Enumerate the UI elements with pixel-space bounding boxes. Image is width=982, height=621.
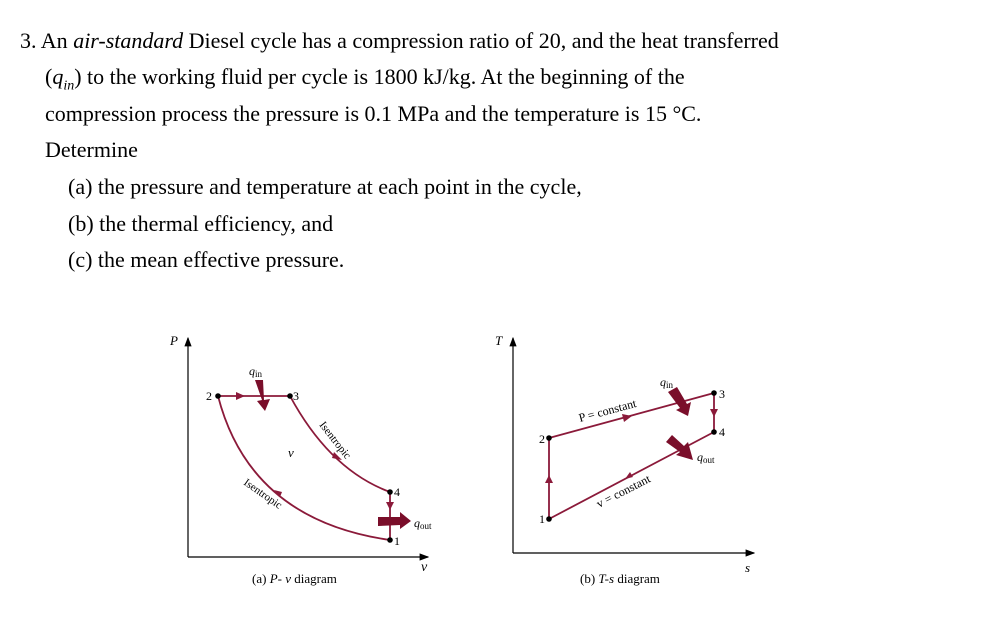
pv-point-1: [387, 537, 393, 543]
ts-y-label: T: [495, 333, 503, 348]
pv-x-label: v: [421, 560, 428, 575]
q-symbol: q: [52, 64, 64, 89]
pv-qin-label: qin: [249, 364, 263, 379]
problem-line-3: compression process the pressure is 0.1 …: [45, 101, 702, 126]
ts-arrow-2-3: [622, 414, 632, 422]
ts-caption: (b) T-s diagram: [580, 571, 660, 586]
pv-point-3: [287, 393, 293, 399]
pv-label-3: 3: [293, 389, 299, 403]
ts-arrow-3-4: [710, 409, 718, 417]
q-subscript: in: [63, 78, 75, 94]
pv-qout-arrow: [378, 512, 411, 529]
problem-line-2: (qin) to the working fluid per cycle is …: [45, 64, 685, 99]
ts-x-label: s: [745, 560, 750, 575]
pv-arrow-3-4: [332, 452, 342, 460]
pv-label-4: 4: [394, 485, 400, 499]
pv-label-1: 1: [394, 534, 400, 548]
pv-qout-label: qout: [414, 516, 432, 531]
problem-line-4: Determine: [45, 137, 138, 162]
pv-point-4: [387, 489, 393, 495]
ts-point-4: [711, 429, 717, 435]
pv-process-1-2: [217, 395, 391, 541]
pv-center-label: v: [288, 445, 294, 460]
line2-text: ) to the working fluid per cycle is 1800…: [74, 64, 685, 89]
pv-caption: (a) P- v diagram: [252, 571, 337, 586]
ts-p-constant: P = constant: [577, 396, 638, 425]
paren: (: [45, 64, 53, 89]
pv-arrow-2-3: [236, 392, 245, 400]
part-b: (b) the thermal efficiency, and: [68, 211, 334, 236]
ts-label-1: 1: [539, 512, 545, 526]
intro-italic: air-standard: [73, 28, 184, 53]
ts-label-4: 4: [719, 425, 725, 439]
intro-text: An: [40, 28, 74, 53]
ts-label-3: 3: [719, 387, 725, 401]
pv-label-2: 2: [206, 389, 212, 403]
ts-qout-arrow: [666, 435, 693, 460]
pv-y-label: P: [169, 333, 178, 348]
problem-number: 3.: [20, 28, 37, 53]
ts-process-2-3: [548, 392, 715, 439]
ts-arrow-1-2: [545, 475, 553, 483]
ts-qout-label: qout: [697, 450, 715, 465]
ts-diagram: T s 1 2 3 4 qin qout P = constant v = co: [495, 333, 756, 586]
ts-point-3: [711, 390, 717, 396]
pv-arrow-1-2: [274, 490, 282, 497]
pv-arrow-4-1: [386, 502, 394, 510]
ts-point-2: [546, 435, 552, 441]
pv-point-2: [215, 393, 221, 399]
pv-qin-arrow: [255, 380, 270, 411]
ts-label-2: 2: [539, 432, 545, 446]
problem-line-1: 3. An air-standard Diesel cycle has a co…: [20, 28, 779, 54]
part-c: (c) the mean effective pressure.: [68, 247, 345, 272]
pv-diagram: P v 1 2 3 4 qin qout Isentropic Isentrop: [169, 333, 432, 586]
part-a: (a) the pressure and temperature at each…: [68, 174, 582, 199]
intro-text-end: Diesel cycle has a compression ratio of …: [183, 28, 779, 53]
ts-qin-label: qin: [660, 375, 674, 390]
ts-point-1: [546, 516, 552, 522]
ts-qin-arrow: [668, 387, 691, 416]
ts-arrow-4-1: [625, 472, 633, 479]
